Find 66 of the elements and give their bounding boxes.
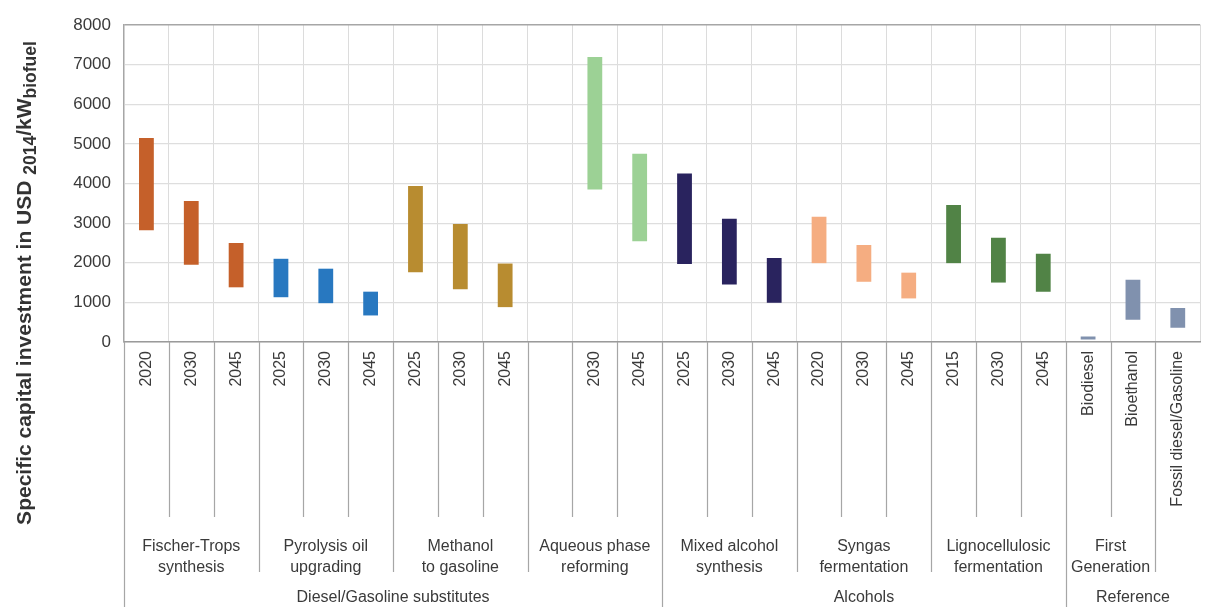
x-tick-label: 2045 [226, 350, 244, 387]
text: Mixed alcohol synthesis [680, 537, 779, 576]
x-tick-label: 2045 [899, 350, 917, 387]
y-tick-label: 0 [101, 331, 111, 351]
bar [228, 242, 244, 288]
x-tick-label: 2045 [495, 350, 513, 387]
x-tick-label: 2045 [764, 350, 782, 387]
x-tick-label: Biodiesel [1078, 351, 1096, 416]
bar [632, 153, 648, 242]
bar [452, 223, 468, 290]
bar [946, 204, 961, 264]
text: Syngas fermentation [819, 537, 909, 576]
x-tick-label: 2015 [943, 350, 961, 387]
bar [587, 57, 603, 190]
x-tick-label: 2030 [988, 350, 1006, 387]
bar [677, 173, 692, 264]
y-tick-label: 6000 [73, 93, 111, 113]
bar [721, 218, 737, 285]
y-tick-label: 2000 [73, 252, 111, 272]
text: Methanol to gasoline [421, 537, 500, 576]
bar [408, 185, 423, 273]
x-tick-label: 2025 [674, 350, 692, 387]
bar [1125, 279, 1141, 320]
y-tick-label: 4000 [73, 173, 111, 193]
x-tick-label: 2020 [809, 350, 827, 387]
x-tick-label: 2045 [630, 350, 648, 387]
bar [139, 137, 154, 231]
x-tick-label: 2025 [405, 350, 423, 387]
bar [183, 200, 199, 265]
x-tick-label: 2030 [316, 350, 334, 387]
text: Alcohols [833, 588, 895, 606]
x-tick-label: 2030 [854, 350, 872, 387]
x-tick-label: Bioethanol [1123, 351, 1141, 427]
x-tick-label: 2025 [271, 350, 289, 387]
x-tick-label: 2030 [585, 350, 603, 387]
text: Aqueous phase reforming [539, 537, 651, 576]
text: Reference [1096, 588, 1170, 606]
bar [856, 244, 872, 282]
x-tick-label: 2020 [136, 350, 154, 387]
bar [1080, 336, 1096, 340]
text: Fischer-Trops synthesis [142, 537, 241, 576]
y-tick-label: 5000 [73, 133, 111, 153]
y-tick-label: 7000 [73, 54, 111, 74]
bar [318, 268, 334, 304]
x-tick-label: 2030 [450, 350, 468, 387]
bar [991, 237, 1006, 283]
y-tick-label: 3000 [73, 212, 111, 232]
x-tick-label: 2045 [1033, 350, 1051, 387]
bar [811, 216, 827, 264]
text: Diesel/Gasoline substitutes [296, 588, 490, 606]
y-tick-label: 8000 [73, 14, 111, 34]
y-tick-label: 1000 [73, 292, 111, 312]
x-tick-label: 2030 [719, 350, 737, 387]
bar [766, 258, 782, 303]
x-tick-label: 2045 [361, 350, 379, 387]
text: First Generation [1070, 537, 1151, 576]
bar [1035, 253, 1051, 292]
bar [1170, 307, 1186, 328]
bar [901, 272, 917, 299]
bar [497, 263, 513, 308]
bar [273, 258, 289, 298]
x-tick-label: Fossil diesel/Gasoline [1168, 350, 1186, 507]
text: Lignocellulosic fermentation [946, 537, 1051, 576]
x-tick-label: 2030 [181, 350, 199, 387]
text: Pyrolysis oil upgrading [283, 537, 369, 576]
bar [363, 291, 379, 316]
